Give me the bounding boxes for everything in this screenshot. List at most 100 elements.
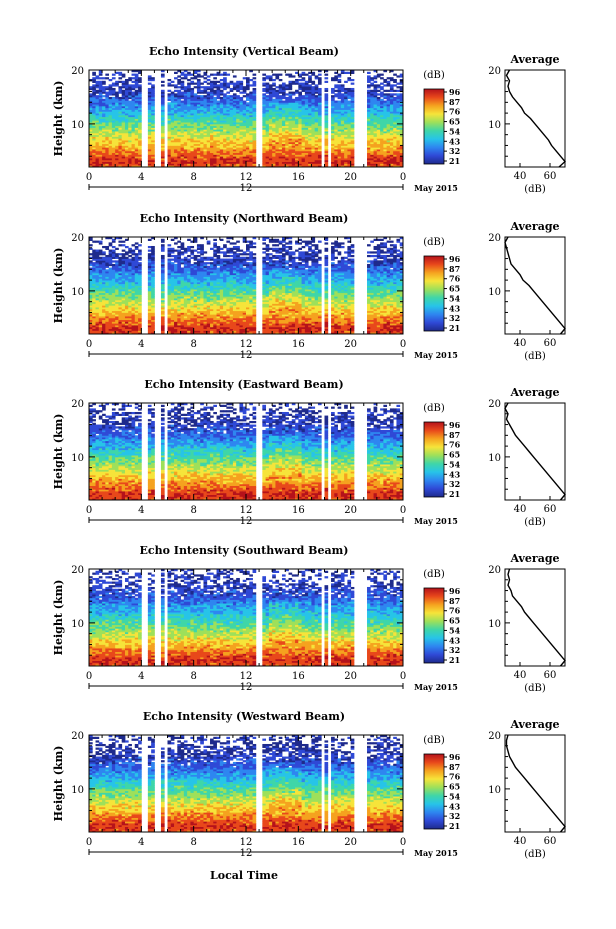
heatmap-cell [190,88,194,90]
heatmap-cell [374,84,378,86]
heatmap-cell [203,86,207,88]
colorbar [424,89,444,164]
heatmap-cell [239,97,243,99]
heatmap-cell [151,246,155,248]
heatmap-cell [99,257,103,259]
heatmap-cell [148,250,152,252]
heatmap-cell [266,83,270,85]
heatmap-cell [393,90,397,92]
heatmap-cell [96,250,100,252]
heatmap-cell [115,253,119,255]
colorbar-tick-label: 65 [449,117,460,127]
colorbar-tick-label: 87 [449,97,460,107]
heatmap-cell [161,81,165,83]
heatmap-cell [151,77,155,79]
heatmap-cell [122,90,126,92]
heatmap-cell [380,83,384,85]
heatmap-cell [194,86,198,88]
heatmap-cell [203,77,207,79]
heatmap-cell [174,72,178,74]
heatmap-cell [325,93,329,95]
average-profile-line [507,70,566,167]
heatmap-cell [302,77,306,79]
heatmap-cell [253,77,257,79]
heatmap-cell [125,257,129,259]
heatmap-cell [367,75,371,77]
heatmap-cell [128,259,132,261]
heatmap-cell [236,95,240,97]
heatmap-cell [285,97,289,99]
heatmap-cell [138,84,142,86]
heatmap-cell [92,241,96,243]
heatmap-cell [168,79,172,81]
heatmap-cell [161,74,165,76]
colorbar-tick-label: 21 [449,156,460,166]
heatmap-cell [89,93,93,95]
heatmap-cell [174,90,178,92]
heatmap-cell [318,88,322,90]
heatmap-cell [138,250,142,252]
heatmap-cell [112,260,116,262]
heatmap-cell [262,77,266,79]
heatmap-cell [253,88,257,90]
heatmap-cell [112,74,116,76]
y-axis-title: Height (km) [52,81,65,157]
heatmap-cell [230,81,234,83]
beam-panel: Echo Intensity (Vertical Beam)0 4 8 12 16 20 0… [52,45,565,195]
heatmap-cell [233,93,237,95]
heatmap-cell [132,257,136,259]
heatmap-cell [99,250,103,252]
heatmap-cell [197,74,201,76]
heatmap-cell [112,250,116,252]
heatmap-cell [109,242,113,244]
heatmap-cell [302,95,306,97]
heatmap-cell [331,88,335,90]
x-tick-label: 16 [292,172,305,183]
heatmap-cell [318,74,322,76]
heatmap-cell [203,95,207,97]
heatmap-cell [105,92,109,94]
heatmap-cell [298,83,302,85]
heatmap-cell [334,93,338,95]
heatmap-cell [226,74,230,76]
heatmap-cell [279,84,283,86]
heatmap-cell [171,92,175,94]
heatmap-cell [132,84,136,86]
heatmap-cell [377,90,381,92]
heatmap-cell [223,72,227,74]
heatmap-cell [132,81,136,83]
heatmap-cell [115,72,119,74]
heatmap-cell [344,72,348,74]
heatmap-cell [279,74,283,76]
heatmap-cell [138,77,142,79]
heatmap-cell [318,77,322,79]
heatmap-cell [249,79,253,81]
heatmap-cell [112,246,116,248]
heatmap-cell [292,75,296,77]
heatmap-cell [213,77,217,79]
heatmap-cell [118,241,122,243]
beam-panel: Echo Intensity (Northward Beam)0 4 8 12 16 20… [52,212,565,362]
heatmap-cell [253,74,257,76]
heatmap-cell [92,72,96,74]
heatmap-cell [226,92,230,94]
heatmap-cell [96,90,100,92]
heatmap-cell [128,77,132,79]
heatmap-cell [266,95,270,97]
heatmap-cell [396,90,400,92]
heatmap-cell [390,93,394,95]
heatmap-cell [302,83,306,85]
heatmap-cell [393,84,397,86]
heatmap-cell [269,75,273,77]
heatmap-cell [122,244,126,246]
heatmap-cell [220,97,224,99]
heatmap-cell [177,90,181,92]
average-x-tick-label: 60 [544,171,557,182]
heatmap-cell [282,101,286,103]
heatmap-cell [187,83,191,85]
heatmap-cell [125,246,129,248]
heatmap-cell [112,77,116,79]
heatmap-cell [171,84,175,86]
heatmap-cell [393,93,397,95]
heatmap-cell [89,253,93,255]
